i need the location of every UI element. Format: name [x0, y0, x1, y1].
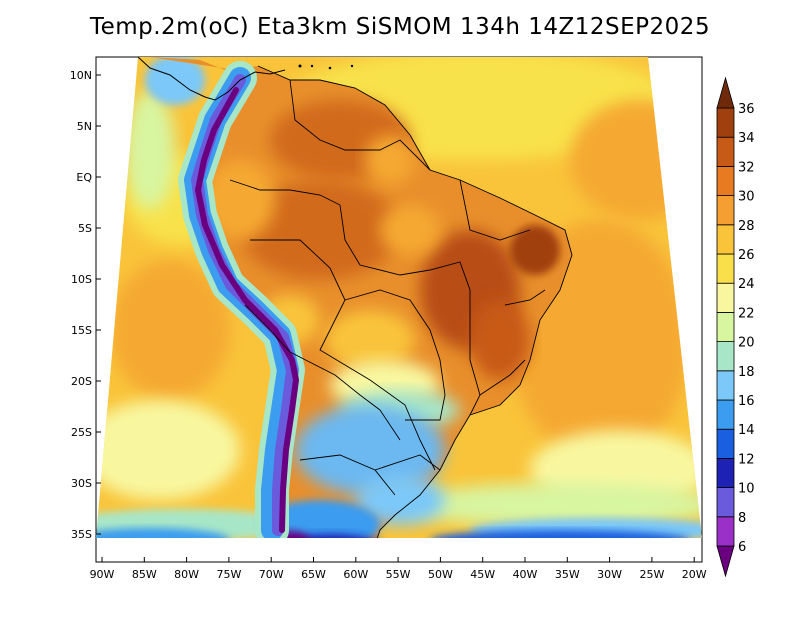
lat-tick-label: 25S	[71, 426, 92, 439]
colorbar-segment	[716, 136, 735, 167]
colorbar-label: 16	[738, 394, 755, 409]
colorbar-label: 10	[738, 482, 755, 497]
central-america-coast	[137, 57, 286, 101]
colorbar-segment	[716, 428, 735, 459]
colorbar-lower-extension	[716, 545, 735, 578]
lon-tick-label: 85W	[132, 568, 157, 581]
colorbar-segment	[716, 107, 735, 138]
lon-tick-label: 55W	[386, 568, 411, 581]
lat-tick-label: 5S	[78, 222, 92, 235]
colorbar-label: 14	[738, 423, 755, 438]
colorbar-segment	[716, 282, 735, 313]
latitude-axis: 10N 5N EQ 5S 10S 15S 20S 25S 30S 35S	[70, 69, 101, 541]
colorbar-segment	[716, 253, 735, 284]
colorbar-label: 6	[738, 540, 746, 555]
lat-tick-label: EQ	[76, 171, 92, 184]
colorbar-label: 22	[738, 306, 755, 321]
colorbar-segment	[716, 516, 735, 547]
colorbar-segment	[716, 195, 735, 226]
lat-tick-label: 20S	[71, 375, 92, 388]
country-boundaries	[229, 65, 573, 538]
colorbar-label: 36	[738, 102, 755, 117]
colorbar-label: 28	[738, 219, 755, 234]
colorbar-label: 18	[738, 365, 755, 380]
colorbar-label: 20	[738, 336, 755, 351]
colorbar-label: 34	[738, 131, 755, 146]
lon-tick-label: 30W	[597, 568, 622, 581]
lon-tick-label: 25W	[639, 568, 664, 581]
andes-cold-bands	[178, 61, 305, 538]
colorbar-segment	[716, 370, 735, 401]
lon-tick-label: 35W	[555, 568, 580, 581]
colorbar-label: 24	[738, 277, 755, 292]
map-title: Temp.2m(oC) Eta3km SiSMOM 134h 14Z12SEP2…	[89, 14, 711, 40]
lon-tick-label: 50W	[428, 568, 453, 581]
lon-tick-label: 75W	[216, 568, 241, 581]
colorbar-upper-extension	[716, 76, 735, 109]
lon-tick-label: 40W	[513, 568, 538, 581]
colorbar-legend: 6 8 10 12 14 16 18 20 22 24 26 28 30 32 34 36	[716, 76, 755, 578]
lat-tick-label: 30S	[71, 477, 92, 490]
lon-tick-label: 65W	[301, 568, 326, 581]
colorbar-label: 8	[738, 511, 746, 526]
lat-tick-label: 10S	[71, 273, 92, 286]
colorbar-label: 30	[738, 190, 755, 205]
colorbar-label: 26	[738, 248, 755, 263]
lon-tick-label: 20W	[682, 568, 707, 581]
lat-tick-label: 10N	[70, 69, 92, 82]
lon-tick-label: 90W	[90, 568, 115, 581]
colorbar-segment	[716, 399, 735, 430]
colorbar-segment	[716, 224, 735, 255]
longitude-axis: 90W 85W 80W 75W 70W 65W 60W 55W 50W 45W 40W 35W 30W 2…	[90, 557, 707, 581]
colorbar-segment	[716, 165, 735, 196]
colorbar-label: 12	[738, 452, 755, 467]
colorbar-segment	[716, 311, 735, 342]
colorbar-segment	[716, 341, 735, 372]
lat-tick-label: 15S	[71, 324, 92, 337]
colorbar-segment	[716, 487, 735, 518]
colorbar-label: 32	[738, 160, 755, 175]
lon-tick-label: 80W	[174, 568, 199, 581]
colorbar-segment	[716, 457, 735, 488]
lon-tick-label: 60W	[343, 568, 368, 581]
lat-tick-label: 35S	[71, 528, 92, 541]
lon-tick-label: 70W	[259, 568, 284, 581]
lon-tick-label: 45W	[470, 568, 495, 581]
lat-tick-label: 5N	[77, 120, 92, 133]
